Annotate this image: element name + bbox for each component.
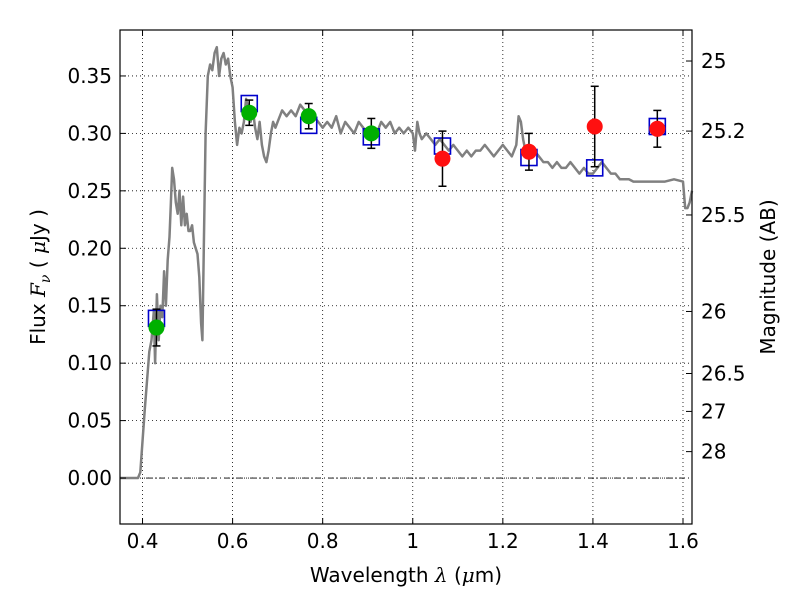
ylabel-part: (: [26, 254, 50, 275]
xlabel-part: λ: [434, 563, 448, 587]
observed-flux-point: [241, 104, 258, 121]
x-tick-label: 1: [406, 529, 419, 553]
observed-flux-point: [586, 118, 603, 135]
y-tick-label: 0.15: [67, 294, 112, 318]
xlabel-part: μ: [462, 563, 475, 587]
right-tick-label: 27: [701, 399, 726, 423]
x-tick-label: 1.4: [577, 529, 609, 553]
y-tick-label: 0.30: [67, 121, 112, 145]
right-axis-label: Magnitude (AB): [756, 199, 780, 354]
right-tick-label: 25: [701, 49, 726, 73]
right-tick-label: 26: [701, 299, 726, 323]
ylabel-part: μ: [26, 241, 50, 254]
y-tick-label: 0.10: [67, 351, 112, 375]
xlabel-part: Wavelength: [310, 563, 435, 587]
observed-flux-point: [649, 120, 666, 137]
y-tick-label: 0.05: [67, 409, 112, 433]
plot-frame: [119, 29, 693, 525]
x-tick-label: 0.6: [217, 529, 249, 553]
right-tick-label: 28: [701, 440, 726, 464]
observed-flux-point: [300, 108, 317, 125]
x-axis-label: Wavelength λ (μm): [310, 563, 502, 587]
x-tick-label: 1.6: [667, 529, 699, 553]
observed-flux-point: [434, 150, 451, 167]
ylabel-part: F: [26, 282, 50, 298]
data-series: [120, 45, 694, 480]
observed-flux-point: [520, 143, 537, 160]
x-tick-label: 0.8: [307, 529, 339, 553]
axis-ticks: 0.4 0.6 0.8 1 1.2 1.4 1.6 0.00 0.05 0.10 0.15 0.20 0…: [67, 30, 746, 553]
y-tick-label: 0.35: [67, 64, 112, 88]
right-tick-label: 25.2: [701, 119, 746, 143]
y-tick-label: 0.20: [67, 236, 112, 260]
right-tick-label: 26.5: [701, 362, 746, 386]
observed-flux-point: [148, 319, 165, 336]
xlabel-part: m): [475, 563, 502, 587]
y-axis-label: Flux Fν ( μJy ): [26, 209, 54, 345]
y-tick-label: 0.25: [67, 179, 112, 203]
x-tick-label: 0.4: [127, 529, 159, 553]
ylabel-part: Flux: [26, 297, 50, 345]
model-spectrum-line: [120, 45, 694, 480]
right-tick-label: 25.5: [701, 203, 746, 227]
y-tick-label: 0.00: [67, 466, 112, 490]
x-tick-label: 1.2: [487, 529, 519, 553]
observed-flux-point: [363, 125, 380, 142]
ylabel-part: ν: [38, 274, 54, 283]
xlabel-part: (: [448, 563, 462, 587]
ylabel-part: Jy ): [26, 209, 50, 243]
